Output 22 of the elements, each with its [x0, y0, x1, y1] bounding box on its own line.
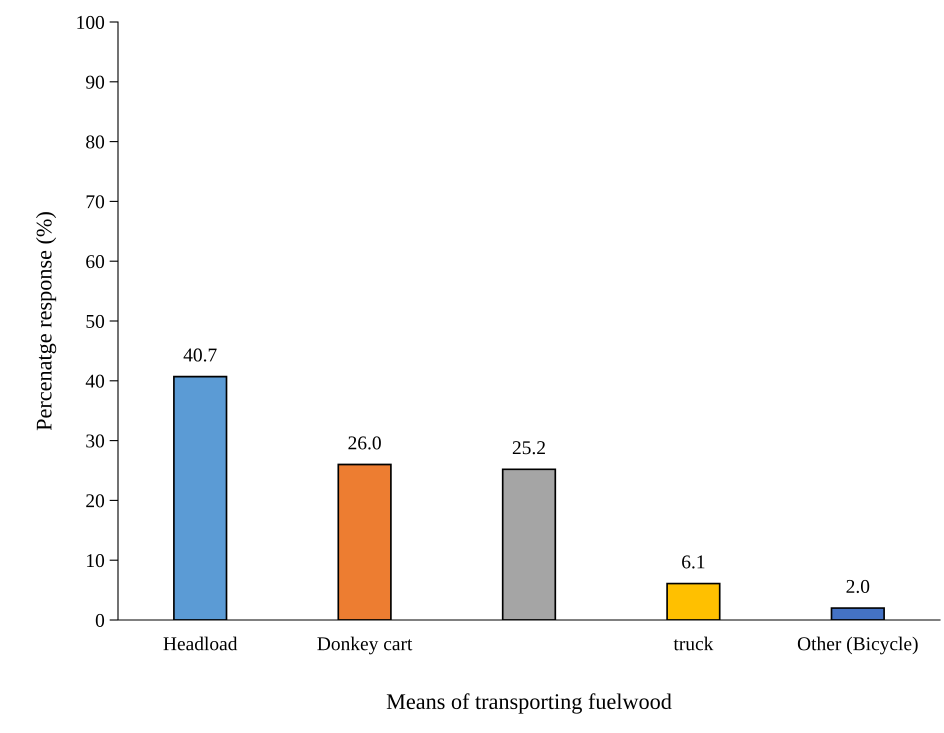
y-tick-label: 80 [86, 135, 104, 149]
x-tick-label: Donkey cart [317, 636, 412, 654]
y-tick-label: 60 [86, 255, 104, 268]
y-tick-label: 70 [86, 195, 104, 208]
data-label: 6.1 [682, 555, 704, 569]
x-tick-label: Other (Bicycle) [798, 636, 918, 654]
y-tick-label: 50 [86, 314, 104, 328]
y-tick-label: 90 [86, 76, 104, 89]
y-tick-label: 100 [77, 16, 104, 29]
data-label: 25.2 [512, 441, 545, 454]
y-tick-label: 10 [87, 554, 104, 568]
y-tick-label: 30 [86, 434, 104, 448]
x-axis-title: Means of transporting fuelwood [386, 693, 672, 714]
y-tick-label: 20 [86, 494, 104, 508]
x-tick-label: Headload [164, 636, 238, 650]
data-label: 2.0 [846, 580, 870, 594]
data-label: 26.0 [348, 436, 381, 450]
y-tick-label: 0 [96, 614, 104, 627]
data-label: 40.7 [184, 348, 217, 362]
y-tick-label: 40 [86, 374, 104, 388]
x-tick-label: truck [674, 636, 714, 650]
y-axis-title: Percenatge response (%) [36, 212, 56, 430]
